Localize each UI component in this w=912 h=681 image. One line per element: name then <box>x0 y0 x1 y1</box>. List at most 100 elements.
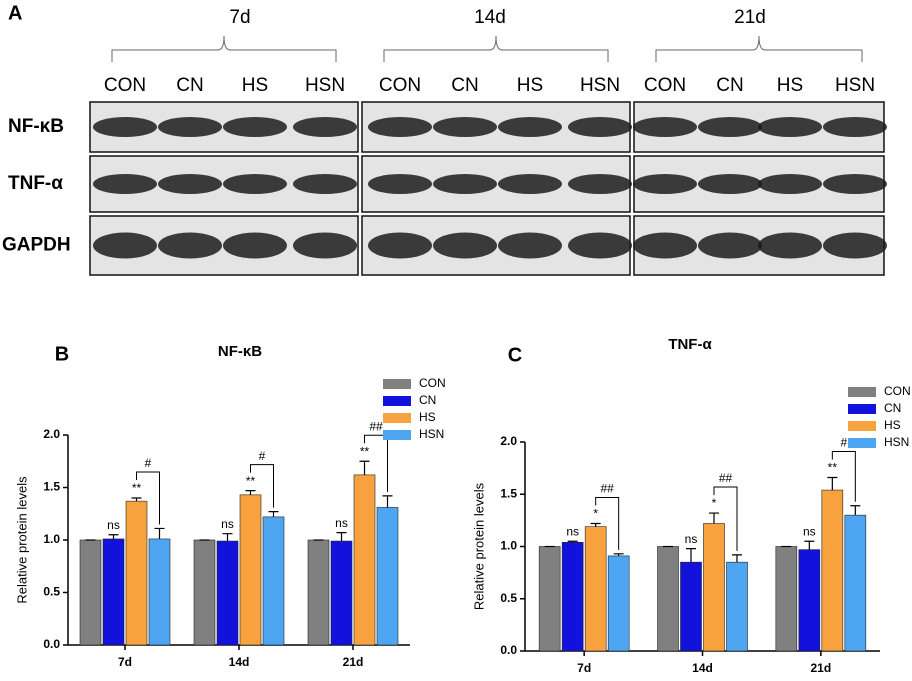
lane-label: CN <box>176 75 203 96</box>
blot-band <box>158 117 222 137</box>
lane-label: CN <box>716 75 743 96</box>
bar <box>330 540 353 646</box>
blot-band <box>223 232 287 259</box>
blot-band <box>633 174 697 194</box>
y-axis-label: Relative protein levels <box>14 476 29 604</box>
legend-label: CN <box>884 401 901 415</box>
blot-band <box>93 232 157 259</box>
bar <box>353 474 376 646</box>
blot-band <box>93 117 157 137</box>
brace <box>383 35 609 62</box>
bar <box>79 539 102 646</box>
blot-band <box>368 117 432 137</box>
brace <box>655 35 863 62</box>
bar <box>775 546 798 652</box>
error-bar <box>154 527 165 539</box>
error-bar <box>850 505 861 516</box>
bracket-label: # <box>145 456 152 470</box>
legend-swatch <box>383 379 411 389</box>
comparison-bracket <box>831 451 856 502</box>
bar <box>376 507 399 646</box>
error-bar <box>686 547 696 563</box>
bar <box>680 561 702 652</box>
blot-band <box>223 117 287 137</box>
bar <box>607 555 630 652</box>
blot-band <box>433 232 497 259</box>
blot-band <box>93 174 157 194</box>
bar <box>307 539 330 646</box>
chart-title: TNF-α <box>668 336 712 353</box>
blot-band <box>368 232 432 259</box>
chart-title: NF-κB <box>218 343 262 360</box>
bar <box>102 538 125 646</box>
y-axis-label: Relative protein levels <box>471 482 486 610</box>
blot-band <box>293 117 357 137</box>
bracket-label: ## <box>719 471 733 485</box>
error-bar <box>222 533 233 542</box>
row-label: NF-κB <box>8 116 64 137</box>
error-bar <box>131 497 142 502</box>
significance-label: ns <box>107 518 120 532</box>
significance-label: ns <box>335 516 348 530</box>
blot-band <box>223 174 287 194</box>
significance-label: ns <box>685 532 698 546</box>
lane-label: HS <box>242 75 268 96</box>
y-tick-label: 2.0 <box>43 427 60 441</box>
group-label: 21d <box>734 7 766 28</box>
bar <box>703 523 725 652</box>
legend-label: CON <box>884 384 911 398</box>
bar <box>148 538 171 646</box>
legend-label: HS <box>884 418 901 432</box>
legend-label: HS <box>419 410 436 424</box>
legend-label: HSN <box>884 435 909 449</box>
significance-label: * <box>712 496 717 510</box>
blot-band <box>568 232 632 259</box>
western-blot: A 7d CON CN HS HSN 14d CON CN HS HSN 21d CON CN HS HSN N… <box>2 2 887 276</box>
bracket-label: # <box>840 436 847 450</box>
bar <box>125 500 148 646</box>
legend-label: HSN <box>419 427 444 441</box>
blot-band <box>758 232 822 259</box>
blot-band <box>568 174 632 194</box>
y-tick-label: 0.5 <box>500 591 517 605</box>
bar <box>216 540 239 646</box>
blot-band <box>568 117 632 137</box>
x-tick-label: 21d <box>343 655 364 669</box>
y-tick-label: 1.0 <box>500 539 517 553</box>
significance-label: ns <box>566 524 579 538</box>
blot-band <box>823 117 887 137</box>
lane-label: CON <box>104 75 146 96</box>
panel-label: C <box>508 344 522 366</box>
lane-label: HSN <box>305 75 345 96</box>
significance-label: ns <box>221 517 234 531</box>
y-tick-label: 0.0 <box>43 637 60 651</box>
comparison-bracket <box>250 464 274 508</box>
blot-band <box>368 174 432 194</box>
legend-label: CON <box>419 376 446 390</box>
y-tick-label: 1.0 <box>43 532 60 546</box>
bar <box>239 494 262 646</box>
y-tick-label: 0.0 <box>500 643 517 657</box>
x-tick-label: 21d <box>810 661 831 675</box>
bar <box>844 514 867 652</box>
bar <box>726 561 748 652</box>
bar <box>262 516 285 646</box>
brace <box>111 35 337 62</box>
legend-swatch <box>848 421 876 431</box>
significance-label: ns <box>803 524 816 538</box>
bracket-label: ## <box>369 419 383 433</box>
blot-band <box>633 232 697 259</box>
lane-label: CON <box>644 75 686 96</box>
error-bar <box>590 522 601 527</box>
row-label: TNF-α <box>8 173 63 194</box>
error-bar <box>567 540 578 543</box>
group-label: 7d <box>229 7 250 28</box>
blot-band <box>293 174 357 194</box>
blot-band <box>433 174 497 194</box>
significance-label: ** <box>246 474 256 488</box>
blot-band <box>758 117 822 137</box>
x-tick-label: 14d <box>692 661 713 675</box>
comparison-bracket <box>595 497 620 550</box>
bar <box>561 542 584 652</box>
